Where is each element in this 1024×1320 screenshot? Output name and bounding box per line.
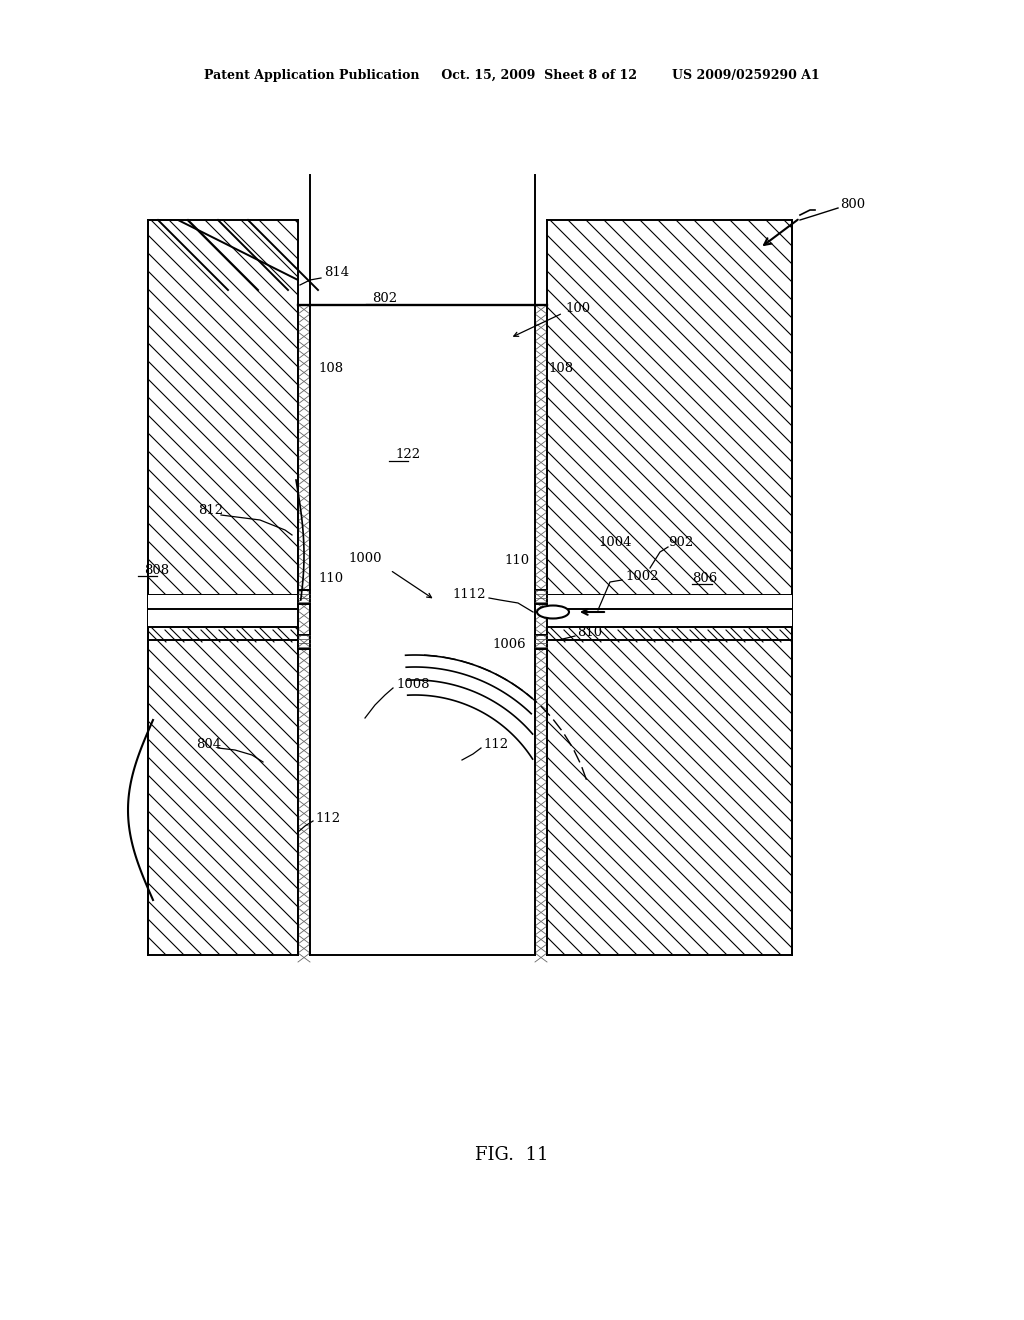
Text: 100: 100	[565, 301, 590, 314]
Bar	[547, 595, 792, 628]
Text: 1008: 1008	[396, 678, 429, 692]
Bar	[310, 305, 535, 954]
Text: 810: 810	[577, 627, 602, 639]
Text: 108: 108	[318, 362, 343, 375]
Text: 902: 902	[668, 536, 693, 549]
Text: 122: 122	[395, 449, 421, 462]
Text: 112: 112	[315, 812, 340, 825]
Text: 814: 814	[324, 267, 349, 280]
Text: 1000: 1000	[348, 552, 382, 565]
Ellipse shape	[537, 606, 569, 619]
Text: FIG.  11: FIG. 11	[475, 1146, 549, 1164]
Text: 802: 802	[373, 292, 397, 305]
Text: 804: 804	[196, 738, 221, 751]
Text: 808: 808	[144, 564, 170, 577]
Text: 1004: 1004	[598, 536, 632, 549]
Text: 112: 112	[483, 738, 508, 751]
Text: 806: 806	[692, 572, 717, 585]
Text: 108: 108	[548, 362, 573, 375]
Text: 800: 800	[840, 198, 865, 211]
Text: 1006: 1006	[492, 639, 525, 652]
Bar	[148, 595, 298, 628]
Text: 110: 110	[318, 572, 343, 585]
Text: 1112: 1112	[452, 589, 485, 602]
Bar	[298, 305, 310, 954]
Text: Patent Application Publication     Oct. 15, 2009  Sheet 8 of 12        US 2009/0: Patent Application Publication Oct. 15, …	[204, 69, 820, 82]
Text: 110: 110	[504, 553, 529, 566]
Text: 1002: 1002	[625, 570, 658, 583]
Text: 812: 812	[198, 503, 223, 516]
Bar	[535, 305, 547, 954]
